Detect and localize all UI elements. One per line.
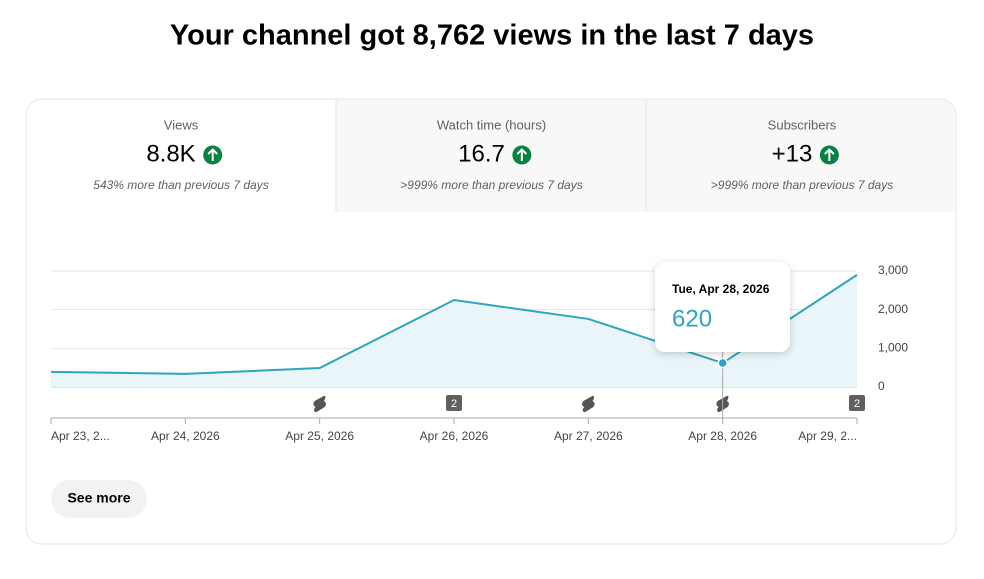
tab-label: Views — [164, 117, 199, 132]
y-tick-label: 0 — [878, 379, 885, 393]
x-tick-label: Apr 26, 2026 — [420, 429, 489, 443]
badge-label: 2 — [854, 398, 860, 410]
video-badge — [446, 395, 462, 411]
hover-point — [717, 357, 728, 369]
tooltip — [655, 262, 790, 352]
tooltip-value: 620 — [672, 305, 712, 332]
x-tick-label: Apr 25, 2026 — [285, 429, 354, 443]
x-tick-label: Apr 29, 2... — [798, 429, 857, 443]
y-tick-label: 2,000 — [878, 302, 908, 316]
tooltip-date: Tue, Apr 28, 2026 — [672, 282, 770, 296]
area — [51, 274, 857, 387]
page-title: Your channel got 8,762 views in the last… — [170, 20, 814, 52]
tab-note: >999% more than previous 7 days — [400, 178, 582, 192]
tab-note: 543% more than previous 7 days — [93, 178, 268, 192]
badge-label: 2 — [451, 398, 457, 410]
shorts-icon — [313, 395, 326, 412]
up-arrow — [824, 148, 835, 161]
x-tick-label: Apr 27, 2026 — [554, 429, 623, 443]
up-arrow — [516, 148, 528, 161]
y-tick-label: 3,000 — [878, 263, 908, 277]
x-tick-label: Apr 28, 2026 — [688, 429, 757, 443]
tab-value: 16.7 — [458, 140, 505, 167]
tab-label: Subscribers — [768, 117, 837, 132]
y-tick-label: 1,000 — [878, 341, 908, 355]
button-label[interactable]: See more — [67, 490, 130, 506]
tab-value: +13 — [772, 140, 813, 167]
tab-value: 8.8K — [146, 140, 195, 167]
see-more-button[interactable] — [51, 480, 147, 518]
up-arrow — [207, 148, 218, 161]
x-tick-label: Apr 23, 2... — [51, 429, 110, 443]
video-badge — [849, 395, 865, 411]
shorts-icon — [582, 395, 595, 412]
tab-note: >999% more than previous 7 days — [711, 178, 893, 192]
tab-label: Watch time (hours) — [437, 117, 546, 132]
x-tick-label: Apr 24, 2026 — [151, 429, 220, 443]
